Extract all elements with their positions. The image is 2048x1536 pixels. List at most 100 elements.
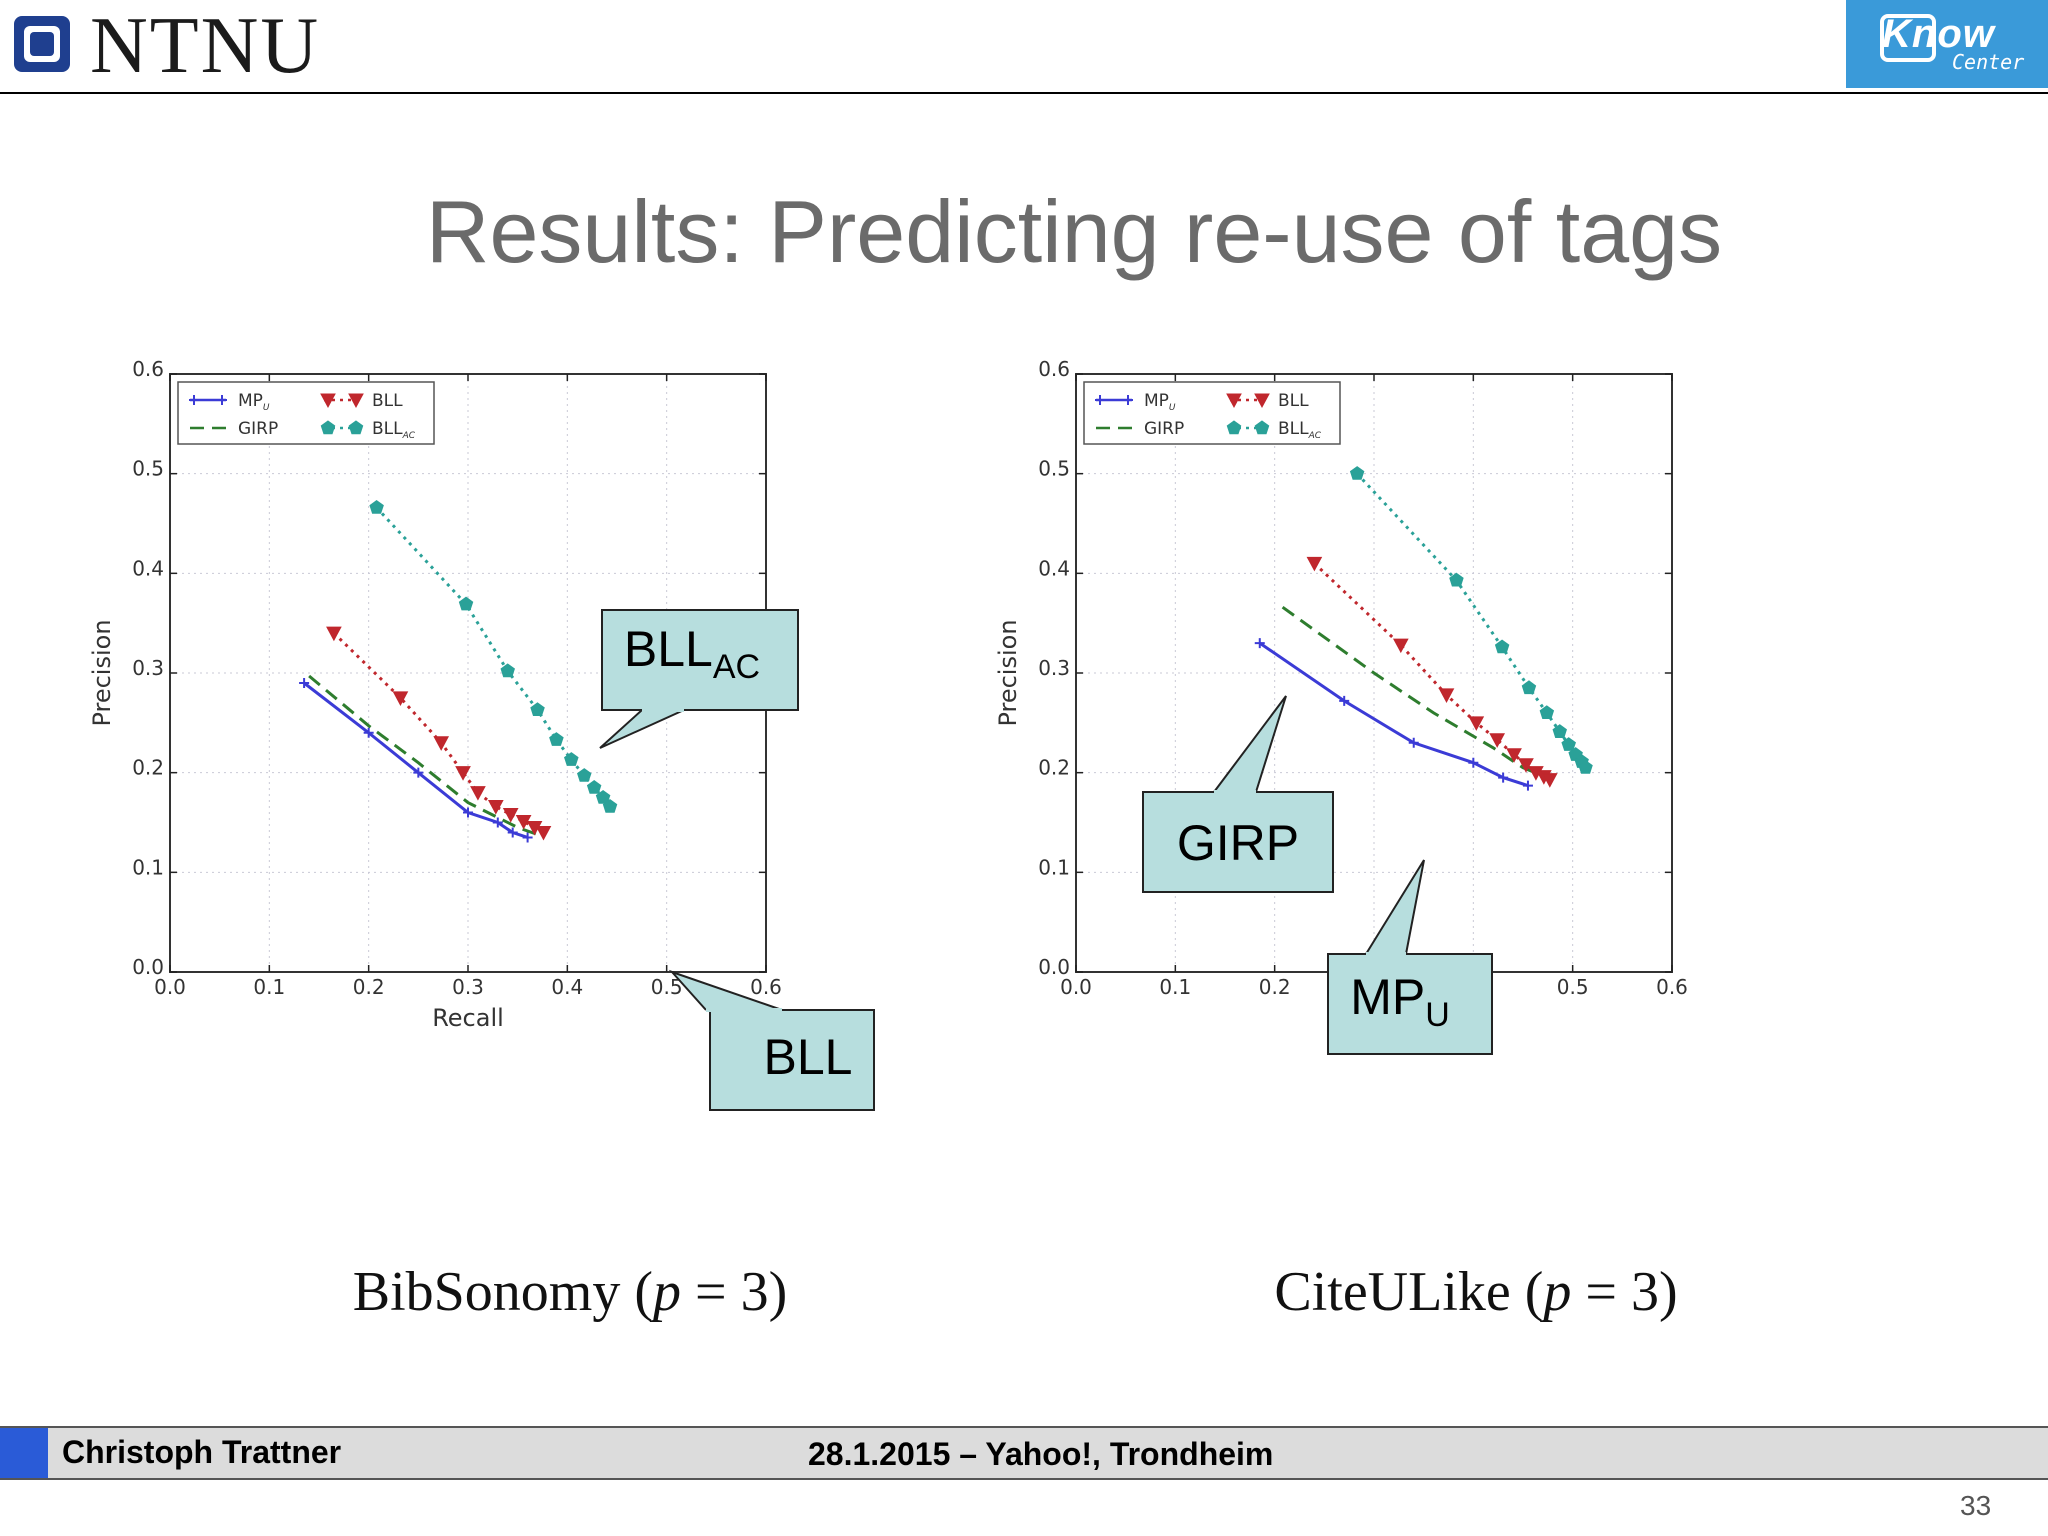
citeulike-chart: 0.00.10.20.30.40.50.60.00.10.20.30.40.50… — [986, 350, 1886, 1235]
data-point-mp — [1339, 695, 1350, 706]
legend-label-mp: MPU — [238, 391, 270, 413]
caption-dataset: BibSonomy — [352, 1261, 621, 1323]
legend-marker-mp — [1123, 395, 1133, 405]
legend-marker-mp — [217, 395, 227, 405]
y-axis-label: Precision — [88, 619, 116, 726]
data-point-mp — [299, 677, 310, 688]
legend-label-girp: GIRP — [238, 419, 278, 439]
data-point-mp — [463, 807, 473, 818]
legend-marker-mp — [1095, 395, 1105, 405]
x-tick-label: 0.6 — [750, 975, 782, 999]
data-point-bllac — [577, 768, 592, 782]
data-point-bll — [1468, 716, 1485, 731]
callout-box — [709, 1009, 875, 1111]
legend-label-bll: BLL — [372, 391, 403, 411]
y-tick-label: 0.0 — [132, 955, 164, 979]
data-point-bllac — [1552, 724, 1567, 738]
x-tick-label: 0.4 — [551, 975, 583, 999]
callout-label: BLL — [764, 1029, 853, 1085]
data-point-bll — [535, 825, 552, 841]
data-point-bllac — [1494, 639, 1510, 654]
legend-marker-bll — [1254, 393, 1270, 409]
data-point-mp — [507, 827, 518, 838]
y-tick-label: 0.0 — [1038, 955, 1070, 979]
y-tick-label: 0.4 — [132, 556, 164, 580]
callout-pointer — [599, 709, 685, 749]
callout-label: GIRP — [1177, 815, 1299, 871]
bibsonomy-caption: BibSonomy (p = 3) — [352, 1261, 788, 1323]
page-number: 33 — [1960, 1490, 1992, 1521]
legend-marker-bllac — [320, 420, 336, 435]
y-axis-label: Precision — [994, 619, 1022, 726]
data-point-bll — [433, 736, 450, 751]
legend-marker-bll — [320, 393, 336, 409]
caption-value: 3 — [1630, 1261, 1659, 1323]
legend-marker-bllac — [1226, 420, 1242, 435]
series-line-bll — [332, 632, 545, 834]
data-point-bll — [1489, 733, 1506, 748]
data-point-bll — [1392, 638, 1409, 654]
x-tick-label: 0.1 — [1159, 975, 1191, 999]
callout-bllac: BLLAC — [599, 609, 799, 749]
callout-box — [1327, 953, 1493, 1055]
footer-accent — [0, 1428, 48, 1478]
data-point-bll — [455, 766, 471, 781]
callout-label-sub: AC — [713, 648, 760, 686]
series-line-mp — [1258, 641, 1529, 788]
y-tick-label: 0.5 — [132, 457, 164, 481]
y-tick-label: 0.1 — [1038, 855, 1070, 879]
data-point-bllac — [500, 663, 515, 678]
x-tick-label: 0.2 — [1259, 975, 1291, 999]
legend-box — [1083, 381, 1341, 445]
y-tick-label: 0.2 — [1038, 756, 1070, 780]
slide-header: NTNU Know Center — [0, 0, 2048, 94]
x-tick-label: 0.0 — [1060, 975, 1092, 999]
data-point-bllac — [1561, 737, 1576, 751]
y-tick-label: 0.6 — [1038, 357, 1070, 381]
y-tick-label: 0.2 — [132, 756, 164, 780]
footer-event: 28.1.2015 – Yahoo!, Trondheim — [808, 1436, 1274, 1472]
y-tick-label: 0.6 — [132, 357, 164, 381]
x-axis-label: Recall — [432, 1004, 504, 1032]
callout-pointer — [1365, 859, 1425, 955]
data-point-bll — [515, 815, 532, 830]
x-tick-label: 0.0 — [154, 975, 186, 999]
series-line-girp — [308, 674, 538, 836]
data-point-bllac — [1349, 466, 1365, 480]
legend-marker-bllac — [348, 420, 364, 435]
legend-box — [177, 381, 435, 445]
caption-param: p — [653, 1261, 682, 1323]
legend-label-bll: BLL — [1278, 391, 1309, 411]
data-point-bll — [1306, 556, 1323, 572]
legend-marker-bll — [348, 393, 364, 409]
y-tick-label: 0.5 — [1038, 457, 1070, 481]
caption-param: p — [1543, 1261, 1572, 1323]
citeulike-caption: CiteULike (p = 3) — [1274, 1261, 1678, 1323]
callout-bll: BLL — [668, 969, 875, 1111]
y-tick-label: 0.4 — [1038, 556, 1070, 580]
data-point-mp — [492, 817, 503, 828]
data-point-bll — [1438, 688, 1455, 703]
series-bllac — [369, 499, 618, 813]
series-mp — [1254, 638, 1533, 791]
legend-label-sub: U — [263, 403, 270, 413]
data-point-bllac — [458, 596, 474, 611]
x-tick-label: 0.2 — [353, 975, 385, 999]
callout-mpu: MPU — [1327, 859, 1493, 1055]
x-tick-label: 0.1 — [253, 975, 285, 999]
ntnu-wordmark: NTNU — [90, 2, 321, 90]
data-point-bll — [1506, 748, 1522, 763]
legend-label-sub: AC — [1308, 431, 1322, 441]
caption-dataset: CiteULike — [1274, 1261, 1511, 1323]
series-girp — [308, 674, 538, 836]
callout-pointer — [668, 969, 783, 1011]
footer-author: Christoph Trattner — [62, 1434, 342, 1470]
data-point-bllac — [369, 499, 384, 514]
know-logo-frame — [1880, 14, 1936, 62]
legend-label-girp: GIRP — [1144, 419, 1184, 439]
data-point-mp — [413, 767, 424, 778]
data-point-bllac — [1521, 680, 1537, 695]
x-tick-label: 0.3 — [452, 975, 484, 999]
series-line-bll — [1313, 562, 1551, 781]
x-tick-label: 0.5 — [1557, 975, 1589, 999]
